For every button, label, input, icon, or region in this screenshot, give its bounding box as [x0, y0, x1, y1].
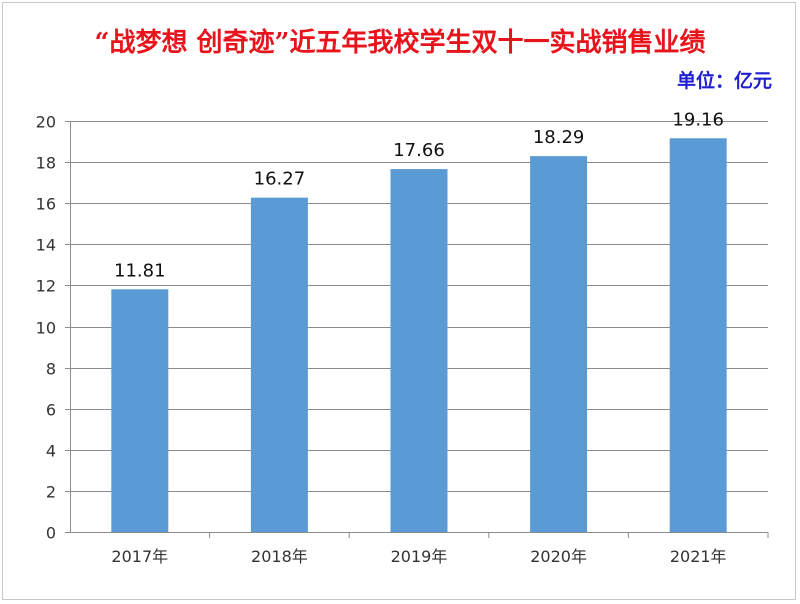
bar: [250, 197, 308, 533]
y-tick-label: 6: [46, 401, 56, 420]
bar: [530, 156, 588, 532]
chart-title: “战梦想 创奇迹”近五年我校学生双十一实战销售业绩: [94, 28, 706, 58]
y-tick-label: 0: [46, 524, 56, 543]
y-tick-label: 4: [46, 442, 56, 461]
x-tick-label: 2019年: [391, 547, 448, 566]
y-tick-label: 20: [36, 113, 56, 132]
bar: [669, 138, 727, 532]
data-label: 11.81: [114, 260, 166, 281]
x-tick-label: 2017年: [111, 547, 168, 566]
data-labels: 11.81 16.27 17.66 18.29 19.16: [114, 109, 724, 281]
bar: [390, 169, 448, 532]
x-tick-label: 2018年: [251, 547, 308, 566]
y-tick-label: 10: [36, 319, 56, 338]
bar: [111, 289, 169, 532]
x-tick-label: 2020年: [530, 547, 587, 566]
y-tick-label: 18: [36, 154, 56, 173]
y-tick-label: 2: [46, 483, 56, 502]
x-tick-label: 2021年: [670, 547, 727, 566]
data-label: 19.16: [672, 109, 724, 130]
y-tick-label: 16: [36, 195, 56, 214]
unit-label: 单位：亿元: [676, 70, 772, 92]
data-label: 16.27: [254, 169, 306, 190]
y-tick-label: 12: [36, 277, 56, 296]
y-axis-ticks: 0 2 4 6 8 10 12 14 16 18 20: [36, 113, 71, 543]
y-tick-label: 14: [36, 236, 56, 255]
bars: [111, 138, 727, 533]
x-axis-ticks: 2017年 2018年 2019年 2020年 2021年: [111, 532, 769, 566]
data-label: 17.66: [393, 140, 445, 161]
data-label: 18.29: [533, 127, 585, 148]
y-tick-label: 8: [46, 360, 56, 379]
